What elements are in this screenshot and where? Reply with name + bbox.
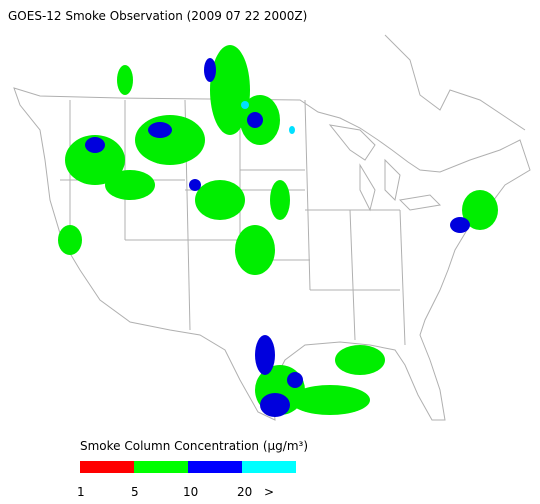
colorbar: 1 5 10 20 > (77, 461, 296, 499)
colorbar-segment (188, 461, 242, 473)
colorbar-label: > (264, 485, 274, 499)
basemap (13, 34, 531, 421)
colorbar-segment (80, 461, 134, 473)
legend-title: Smoke Column Concentration (μg/m³) (80, 439, 308, 453)
smoke-areas (58, 45, 498, 417)
colorbar-segment (134, 461, 188, 473)
smoke-heavy (85, 58, 470, 417)
us-outline (13, 87, 531, 421)
colorbar-label: 1 (77, 485, 85, 499)
smoke-medium (58, 45, 498, 415)
colorbar-label: 10 (183, 485, 198, 499)
canada-coast (384, 34, 526, 131)
colorbar-label: 20 (237, 485, 252, 499)
smoke-very-heavy (241, 101, 295, 134)
great-lakes (328, 124, 442, 212)
map-title: GOES-12 Smoke Observation (2009 07 22 20… (8, 9, 307, 23)
colorbar-segment (242, 461, 296, 473)
colorbar-label: 5 (131, 485, 139, 499)
